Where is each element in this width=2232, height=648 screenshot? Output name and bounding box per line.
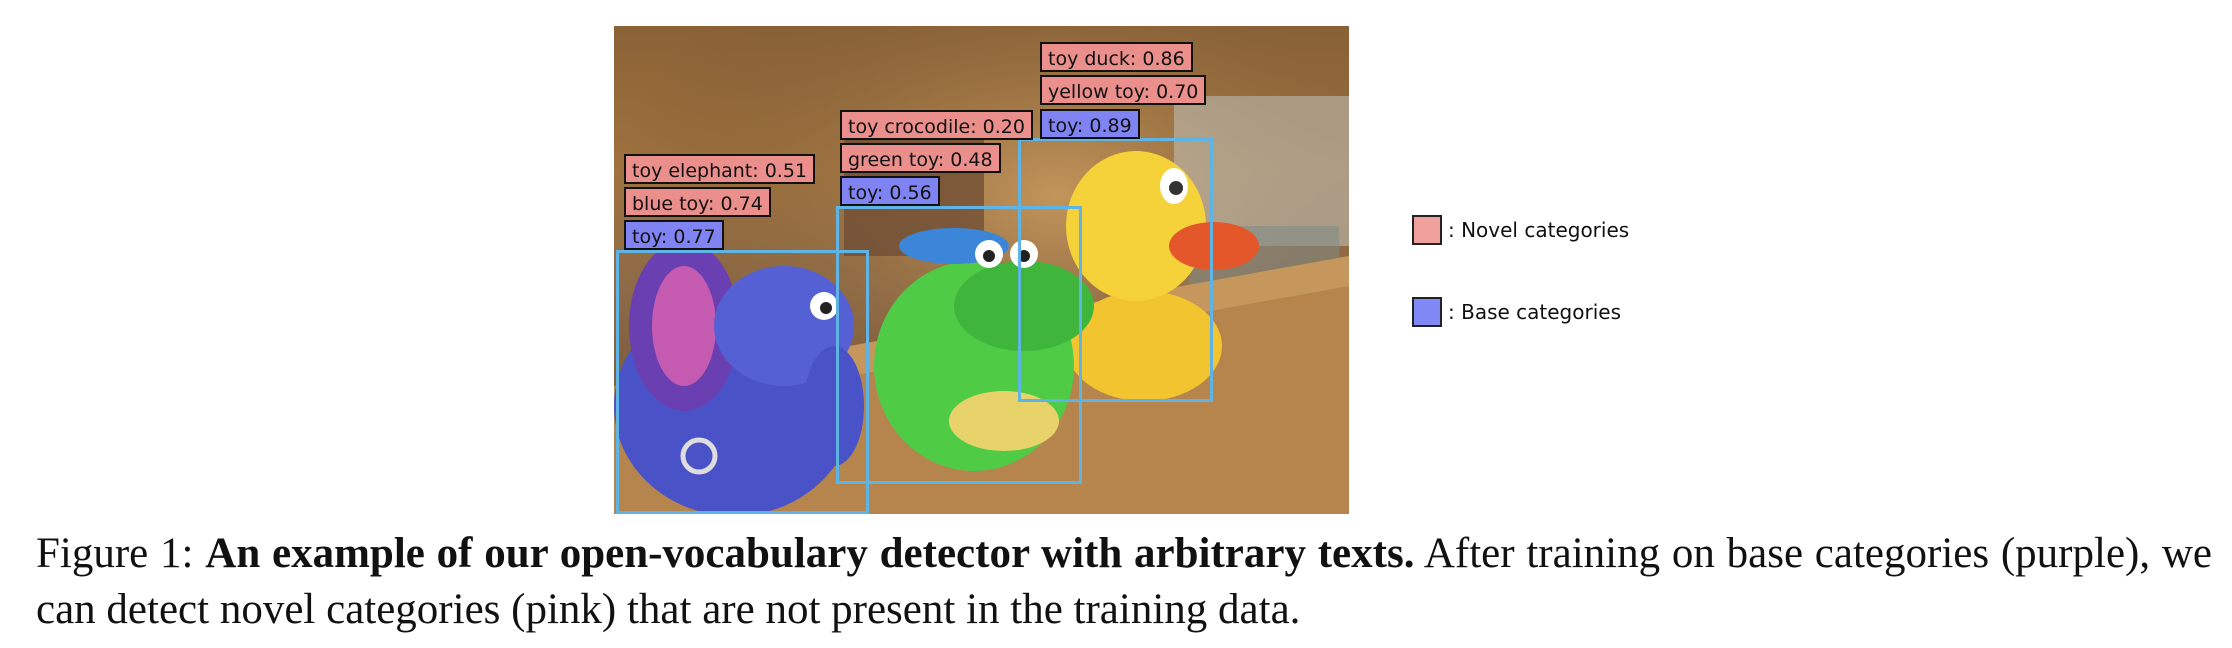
elephant-label-novel-1: toy elephant: 0.51 [624,154,815,184]
crocodile-toy [874,228,1094,471]
duck-label-novel-1: toy duck: 0.86 [1040,42,1193,72]
caption-rest: After training on base categories (purpl… [36,530,2213,633]
duck-bbox [1018,138,1213,402]
elephant-label-novel-2: blue toy: 0.74 [624,187,771,217]
duck-label-base: toy: 0.89 [1040,109,1140,139]
caption-bold: An example of our open-vocabulary detect… [205,530,1415,577]
figure-caption: Figure 1: An example of our open-vocabul… [36,526,2212,638]
elephant-bbox [616,250,869,514]
duck-toy [1066,151,1259,401]
legend-base: : Base categories [1412,295,1621,329]
elephant-label-base: toy: 0.77 [624,220,724,250]
novel-swatch [1412,215,1442,245]
legend-novel: : Novel categories [1412,213,1629,247]
legend-base-label: : Base categories [1448,300,1621,324]
crocodile-label-novel-2: green toy: 0.48 [840,143,1001,173]
crocodile-bbox [836,206,1082,484]
crocodile-label-base: toy: 0.56 [840,176,940,206]
elephant-toy [614,241,864,514]
base-swatch [1412,297,1442,327]
crocodile-label-novel-1: toy crocodile: 0.20 [840,110,1033,140]
legend-novel-label: : Novel categories [1448,218,1630,242]
figure-photo: toy elephant: 0.51 blue toy: 0.74 toy: 0… [614,26,1349,514]
duck-label-novel-2: yellow toy: 0.70 [1040,75,1207,105]
caption-prefix: Figure 1: [36,530,194,577]
